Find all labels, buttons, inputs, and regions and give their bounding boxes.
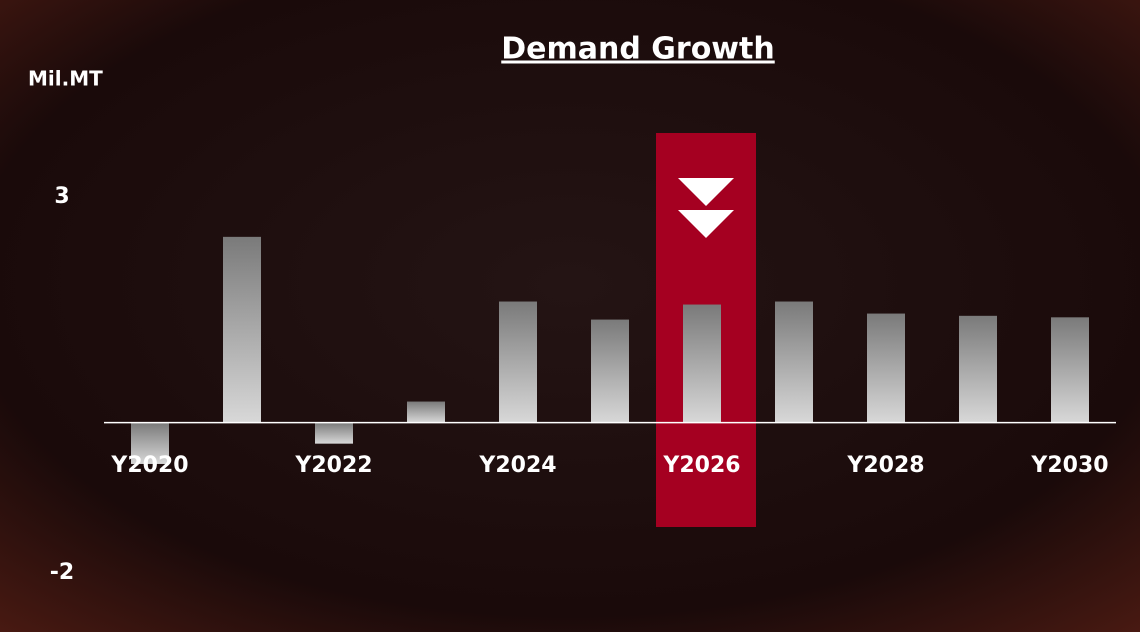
y-tick-label: -2 bbox=[50, 560, 74, 585]
y-axis-label: Mil.MT bbox=[28, 67, 103, 91]
bar bbox=[407, 402, 445, 423]
chart-title: Demand Growth bbox=[501, 32, 774, 67]
bar bbox=[223, 237, 261, 423]
y-tick-label: 3 bbox=[54, 184, 69, 209]
x-tick-label: Y2030 bbox=[1030, 453, 1108, 478]
x-tick-label: Y2020 bbox=[110, 453, 188, 478]
bar bbox=[683, 305, 721, 423]
bar bbox=[315, 423, 353, 444]
bar bbox=[775, 302, 813, 423]
bar bbox=[1051, 317, 1089, 422]
bar bbox=[959, 316, 997, 423]
x-tick-label: Y2028 bbox=[846, 453, 924, 478]
x-tick-label: Y2024 bbox=[478, 453, 556, 478]
chart: Demand Growth Mil.MT -2 3 Y2020 Y2022 Y2024 Y… bbox=[0, 0, 1140, 632]
bar bbox=[591, 320, 629, 423]
bar bbox=[499, 302, 537, 423]
x-tick-label: Y2026 bbox=[662, 453, 740, 478]
bar bbox=[867, 314, 905, 423]
x-tick-label: Y2022 bbox=[294, 453, 372, 478]
